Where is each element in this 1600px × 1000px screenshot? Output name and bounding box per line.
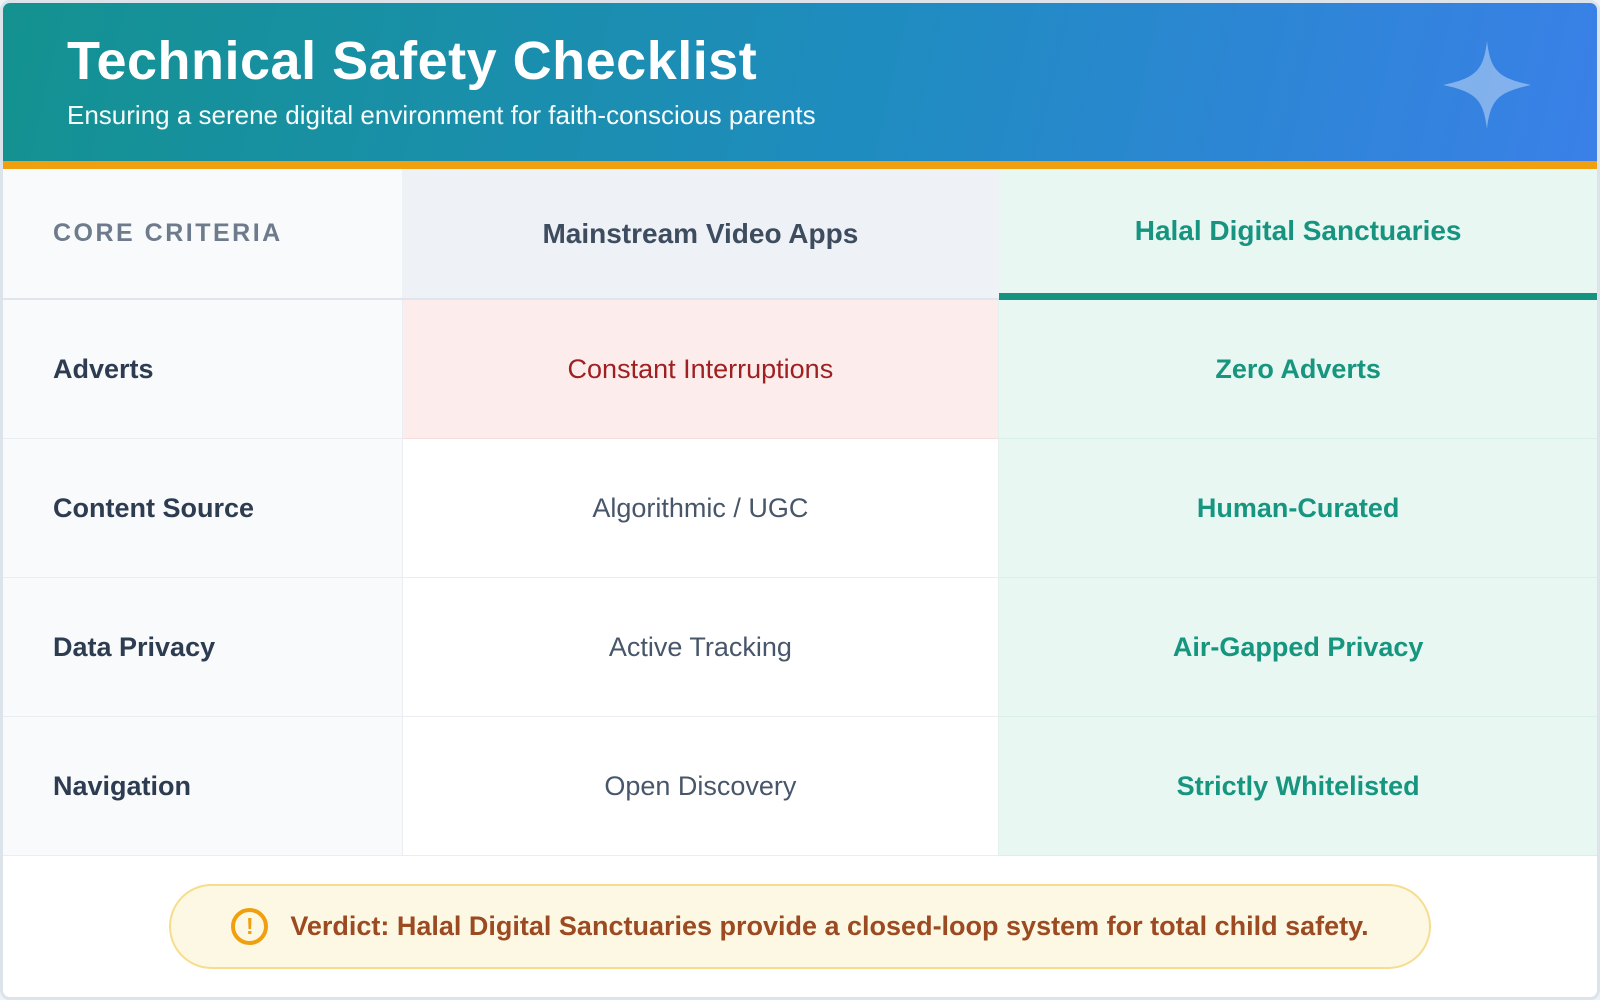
page-subtitle: Ensuring a serene digital environment fo… [67,100,816,130]
page-title: Technical Safety Checklist [67,31,758,91]
four-point-star-icon [1443,41,1531,129]
row-label-navigation: Navigation [3,717,402,856]
verdict-banner: ! Verdict: Halal Digital Sanctuaries pro… [169,884,1431,969]
column-header-mainstream-apps: Mainstream Video Apps [401,169,1000,300]
verdict-text: Verdict: Halal Digital Sanctuaries provi… [290,911,1369,941]
column-header-halal-sanctuaries: Halal Digital Sanctuaries [999,169,1597,300]
comparison-table: CORE CRITERIA Mainstream Video Apps Hala… [3,169,1597,856]
row-label-content-source: Content Source [3,439,402,578]
header-banner: Technical Safety Checklist Ensuring a se… [3,3,1597,161]
cell-halal-content-source: Human-Curated [999,439,1597,578]
row-label-data-privacy: Data Privacy [3,578,402,717]
row-label-adverts: Adverts [3,300,402,439]
cell-mainstream-adverts: Constant Interruptions [401,300,1000,439]
alert-circle-icon: ! [231,908,269,945]
column-header-core-criteria: CORE CRITERIA [3,169,402,300]
cell-mainstream-navigation: Open Discovery [401,717,1000,856]
cell-halal-adverts: Zero Adverts [999,300,1597,439]
cell-mainstream-data-privacy: Active Tracking [401,578,1000,717]
accent-bar [3,161,1597,169]
footer: ! Verdict: Halal Digital Sanctuaries pro… [3,856,1597,997]
cell-halal-navigation: Strictly Whitelisted [999,717,1597,856]
cell-halal-data-privacy: Air-Gapped Privacy [999,578,1597,717]
cell-mainstream-content-source: Algorithmic / UGC [401,439,1000,578]
